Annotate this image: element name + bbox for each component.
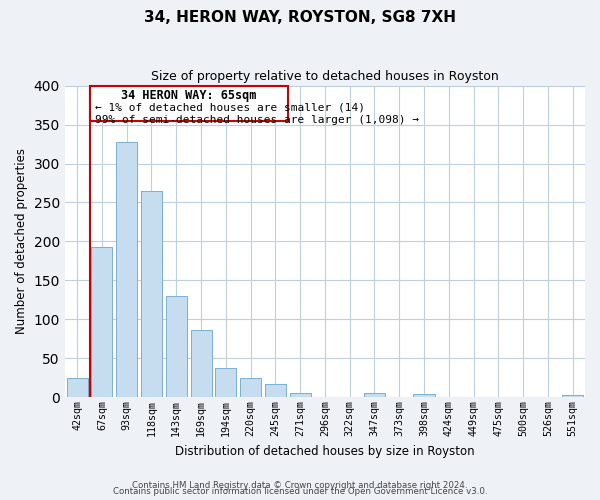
Title: Size of property relative to detached houses in Royston: Size of property relative to detached ho…: [151, 70, 499, 83]
Bar: [413, 394, 434, 398]
Bar: [265, 384, 286, 398]
Bar: [141, 191, 162, 398]
Bar: [240, 378, 261, 398]
Text: Contains public sector information licensed under the Open Government Licence v3: Contains public sector information licen…: [113, 487, 487, 496]
Bar: [116, 142, 137, 398]
Bar: [91, 247, 112, 398]
Text: 34, HERON WAY, ROYSTON, SG8 7XH: 34, HERON WAY, ROYSTON, SG8 7XH: [144, 10, 456, 25]
Bar: [290, 392, 311, 398]
Text: 99% of semi-detached houses are larger (1,098) →: 99% of semi-detached houses are larger (…: [95, 115, 419, 125]
Y-axis label: Number of detached properties: Number of detached properties: [15, 148, 28, 334]
Bar: [215, 368, 236, 398]
Text: Contains HM Land Registry data © Crown copyright and database right 2024.: Contains HM Land Registry data © Crown c…: [132, 481, 468, 490]
Bar: [67, 378, 88, 398]
X-axis label: Distribution of detached houses by size in Royston: Distribution of detached houses by size …: [175, 444, 475, 458]
Bar: [364, 394, 385, 398]
Bar: [191, 330, 212, 398]
FancyBboxPatch shape: [89, 86, 288, 120]
Text: 34 HERON WAY: 65sqm: 34 HERON WAY: 65sqm: [121, 90, 256, 102]
Text: ← 1% of detached houses are smaller (14): ← 1% of detached houses are smaller (14): [95, 102, 365, 113]
Bar: [166, 296, 187, 398]
Bar: [562, 395, 583, 398]
